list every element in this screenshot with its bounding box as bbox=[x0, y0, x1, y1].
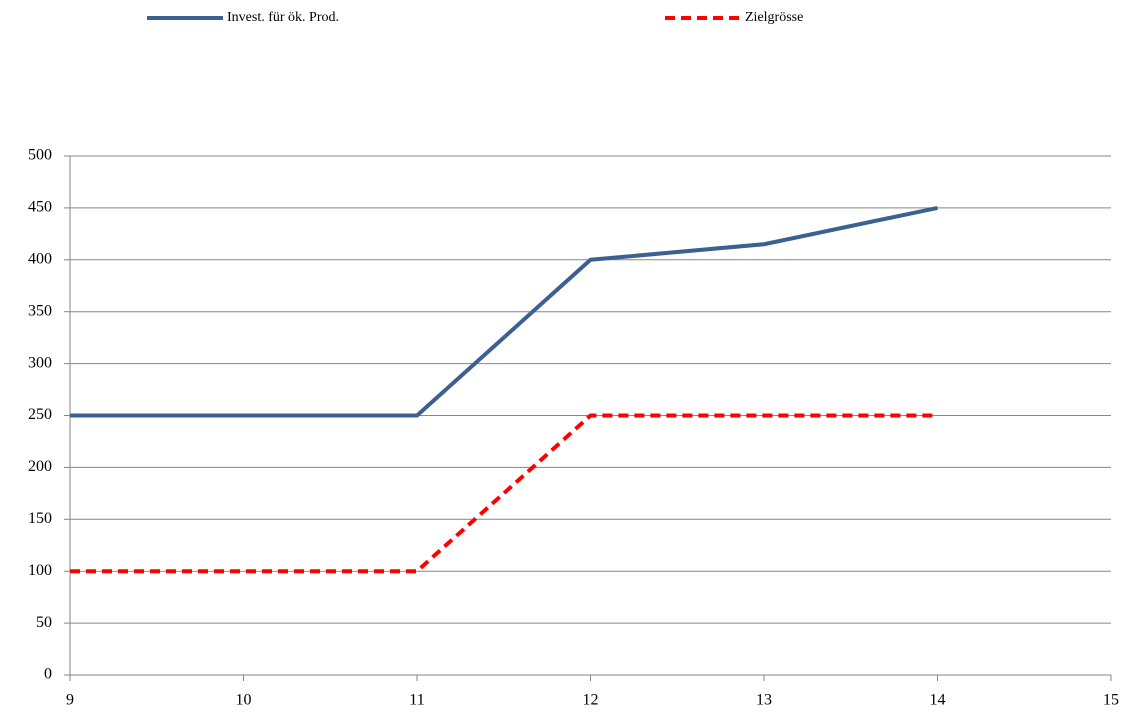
y-tick-label: 250 bbox=[28, 406, 52, 423]
y-tick-label: 500 bbox=[28, 147, 52, 164]
series-line bbox=[70, 413, 938, 574]
x-tick-label: 10 bbox=[236, 692, 252, 709]
y-tick-label: 0 bbox=[44, 666, 52, 683]
series-line bbox=[70, 205, 938, 418]
x-tick-label: 14 bbox=[930, 692, 946, 709]
y-tick-label: 150 bbox=[28, 510, 52, 527]
x-tick-label: 13 bbox=[756, 692, 772, 709]
y-tick-label: 450 bbox=[28, 199, 52, 216]
x-tick-label: 11 bbox=[409, 692, 424, 709]
y-tick-label: 100 bbox=[28, 562, 52, 579]
x-tick-label: 9 bbox=[66, 692, 74, 709]
legend-label: Invest. für ök. Prod. bbox=[227, 10, 339, 25]
legend-label: Zielgrösse bbox=[745, 10, 803, 25]
y-tick-label: 400 bbox=[28, 250, 52, 267]
y-tick-label: 350 bbox=[28, 302, 52, 319]
y-tick-label: 200 bbox=[28, 458, 52, 475]
x-tick-label: 12 bbox=[583, 692, 599, 709]
y-tick-label: 50 bbox=[36, 614, 52, 631]
y-tick-label: 300 bbox=[28, 354, 52, 371]
x-tick-label: 15 bbox=[1103, 692, 1119, 709]
